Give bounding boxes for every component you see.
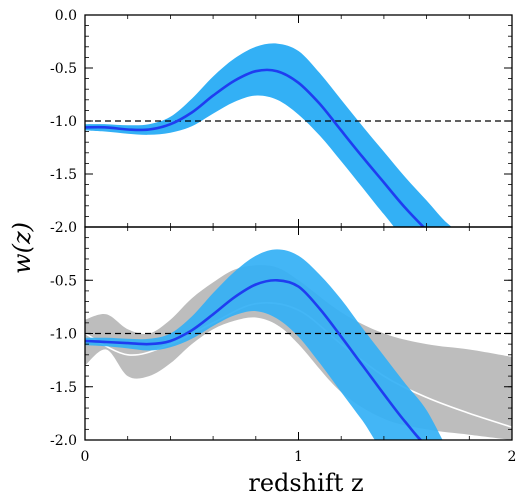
x-tick-label: 1 — [294, 449, 303, 465]
bottom-confidence-band — [85, 249, 443, 440]
axis-ticks: 0.0-0.5-1.0-1.5-2.0-0.5-1.0-1.5-2.00 1 2 — [50, 8, 516, 465]
bottom-y-tick-label: -0.5 — [50, 273, 77, 289]
top-y-tick-label: -1.0 — [50, 114, 77, 130]
x-tick-label: 2 — [508, 449, 516, 465]
top-y-tick-label: -1.5 — [50, 167, 77, 183]
bottom-y-tick-label: -2.0 — [50, 433, 77, 449]
x-tick-label: 0 — [81, 449, 90, 465]
bottom-panel-plot-area — [85, 249, 512, 440]
top-best-fit-line — [85, 68, 426, 227]
top-panel-plot-area — [85, 43, 512, 227]
bottom-best-fit-line — [85, 278, 423, 440]
y-axis-title: w(z) — [8, 222, 36, 274]
top-y-tick-label: 0.0 — [55, 8, 77, 24]
bottom-y-tick-label: -1.5 — [50, 380, 77, 396]
top-confidence-band — [85, 43, 452, 227]
top-y-tick-label: -0.5 — [50, 61, 77, 77]
top-y-tick-label: -2.0 — [50, 220, 77, 236]
x-axis-title: redshift z — [248, 469, 363, 497]
bottom-y-tick-label: -1.0 — [50, 327, 77, 343]
